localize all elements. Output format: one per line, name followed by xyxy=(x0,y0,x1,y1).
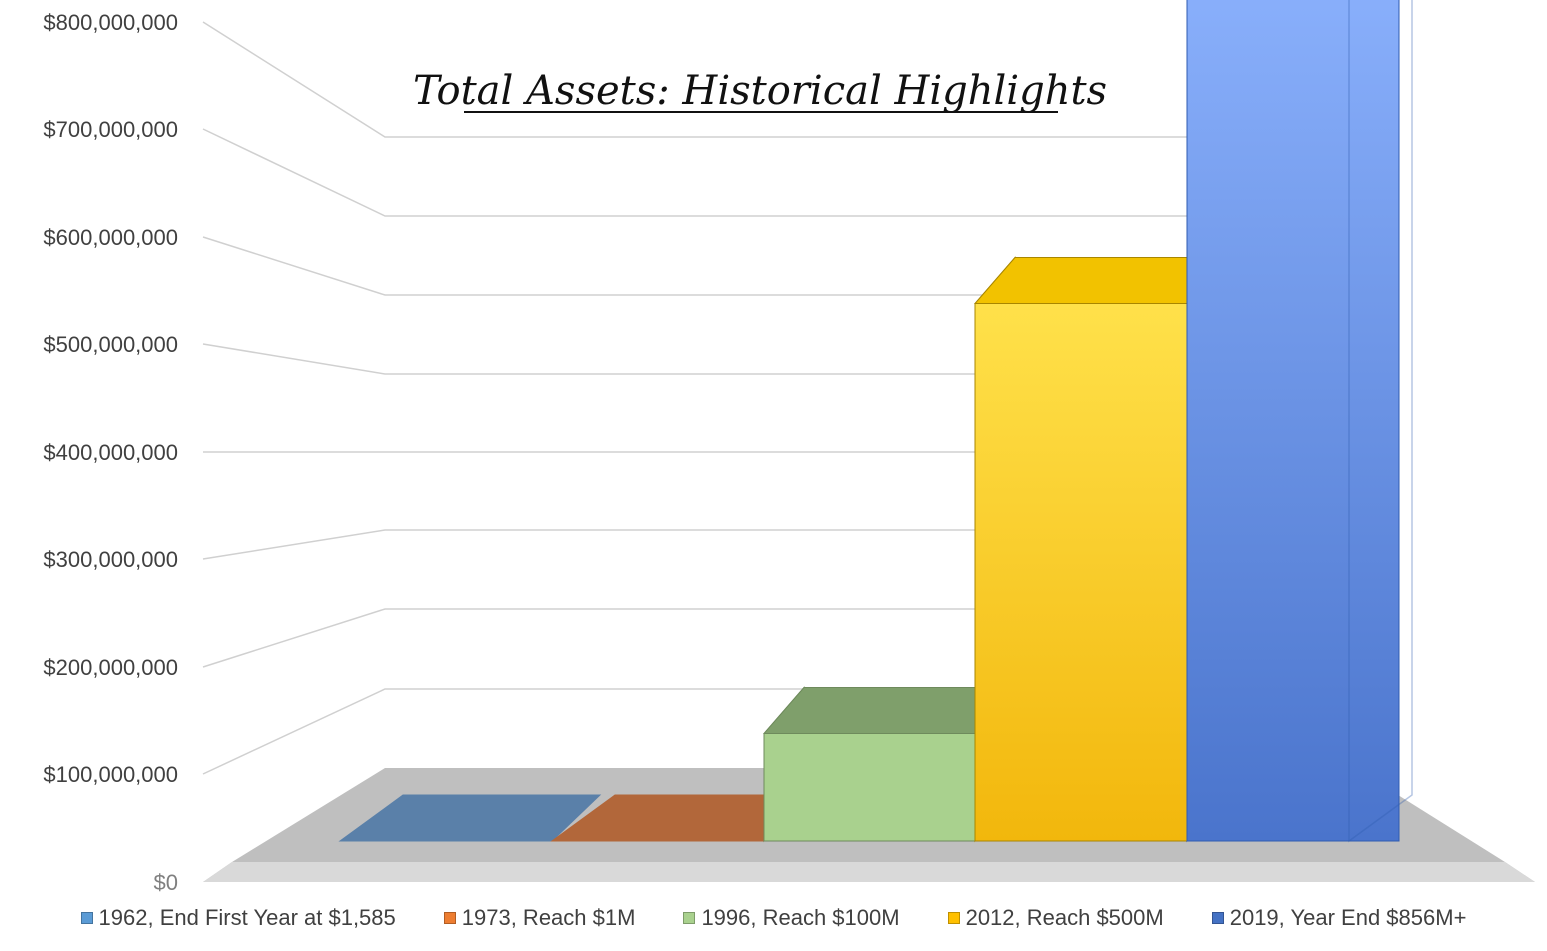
y-tick-label: $700,000,000 xyxy=(43,117,178,142)
legend-swatch xyxy=(1211,912,1224,924)
legend-label: 1996, Reach $100M xyxy=(701,905,900,930)
legend-label: 2012, Reach $500M xyxy=(965,905,1164,930)
y-tick-label: $600,000,000 xyxy=(43,225,178,250)
legend-label: 1973, Reach $1M xyxy=(461,905,636,930)
gridline xyxy=(202,128,1355,217)
y-tick-label: $300,000,000 xyxy=(43,547,178,572)
legend-swatch xyxy=(443,912,456,924)
legend-label: 2019, Year End $856M+ xyxy=(1229,905,1467,930)
legend-item: 1996, Reach $100M xyxy=(683,905,900,931)
legend-item: 2019, Year End $856M+ xyxy=(1211,905,1467,931)
chart-title: Total Assets: Historical Highlights xyxy=(413,68,1107,114)
legend-swatch xyxy=(947,912,960,924)
bar xyxy=(973,256,1229,843)
y-tick-label: $200,000,000 xyxy=(43,655,178,680)
legend-item: 2012, Reach $500M xyxy=(947,905,1164,931)
bar xyxy=(1186,0,1413,843)
legend-label: 1962, End First Year at $1,585 xyxy=(98,905,396,930)
legend-swatch xyxy=(683,912,696,924)
y-tick-label: $100,000,000 xyxy=(43,762,178,787)
y-tick-label: $500,000,000 xyxy=(43,332,178,357)
gridline xyxy=(202,21,1355,138)
y-tick-label: $800,000,000 xyxy=(43,10,178,35)
legend: 1962, End First Year at $1,585 1973, Reac… xyxy=(0,888,1547,948)
y-tick-label: $0 xyxy=(154,870,178,895)
legend-item: 1973, Reach $1M xyxy=(443,905,636,931)
legend-item: 1962, End First Year at $1,585 xyxy=(80,905,396,931)
bar xyxy=(338,794,602,842)
y-tick-label: $400,000,000 xyxy=(43,440,178,465)
legend-swatch xyxy=(80,912,93,924)
chart-floor-edge xyxy=(203,862,1535,882)
